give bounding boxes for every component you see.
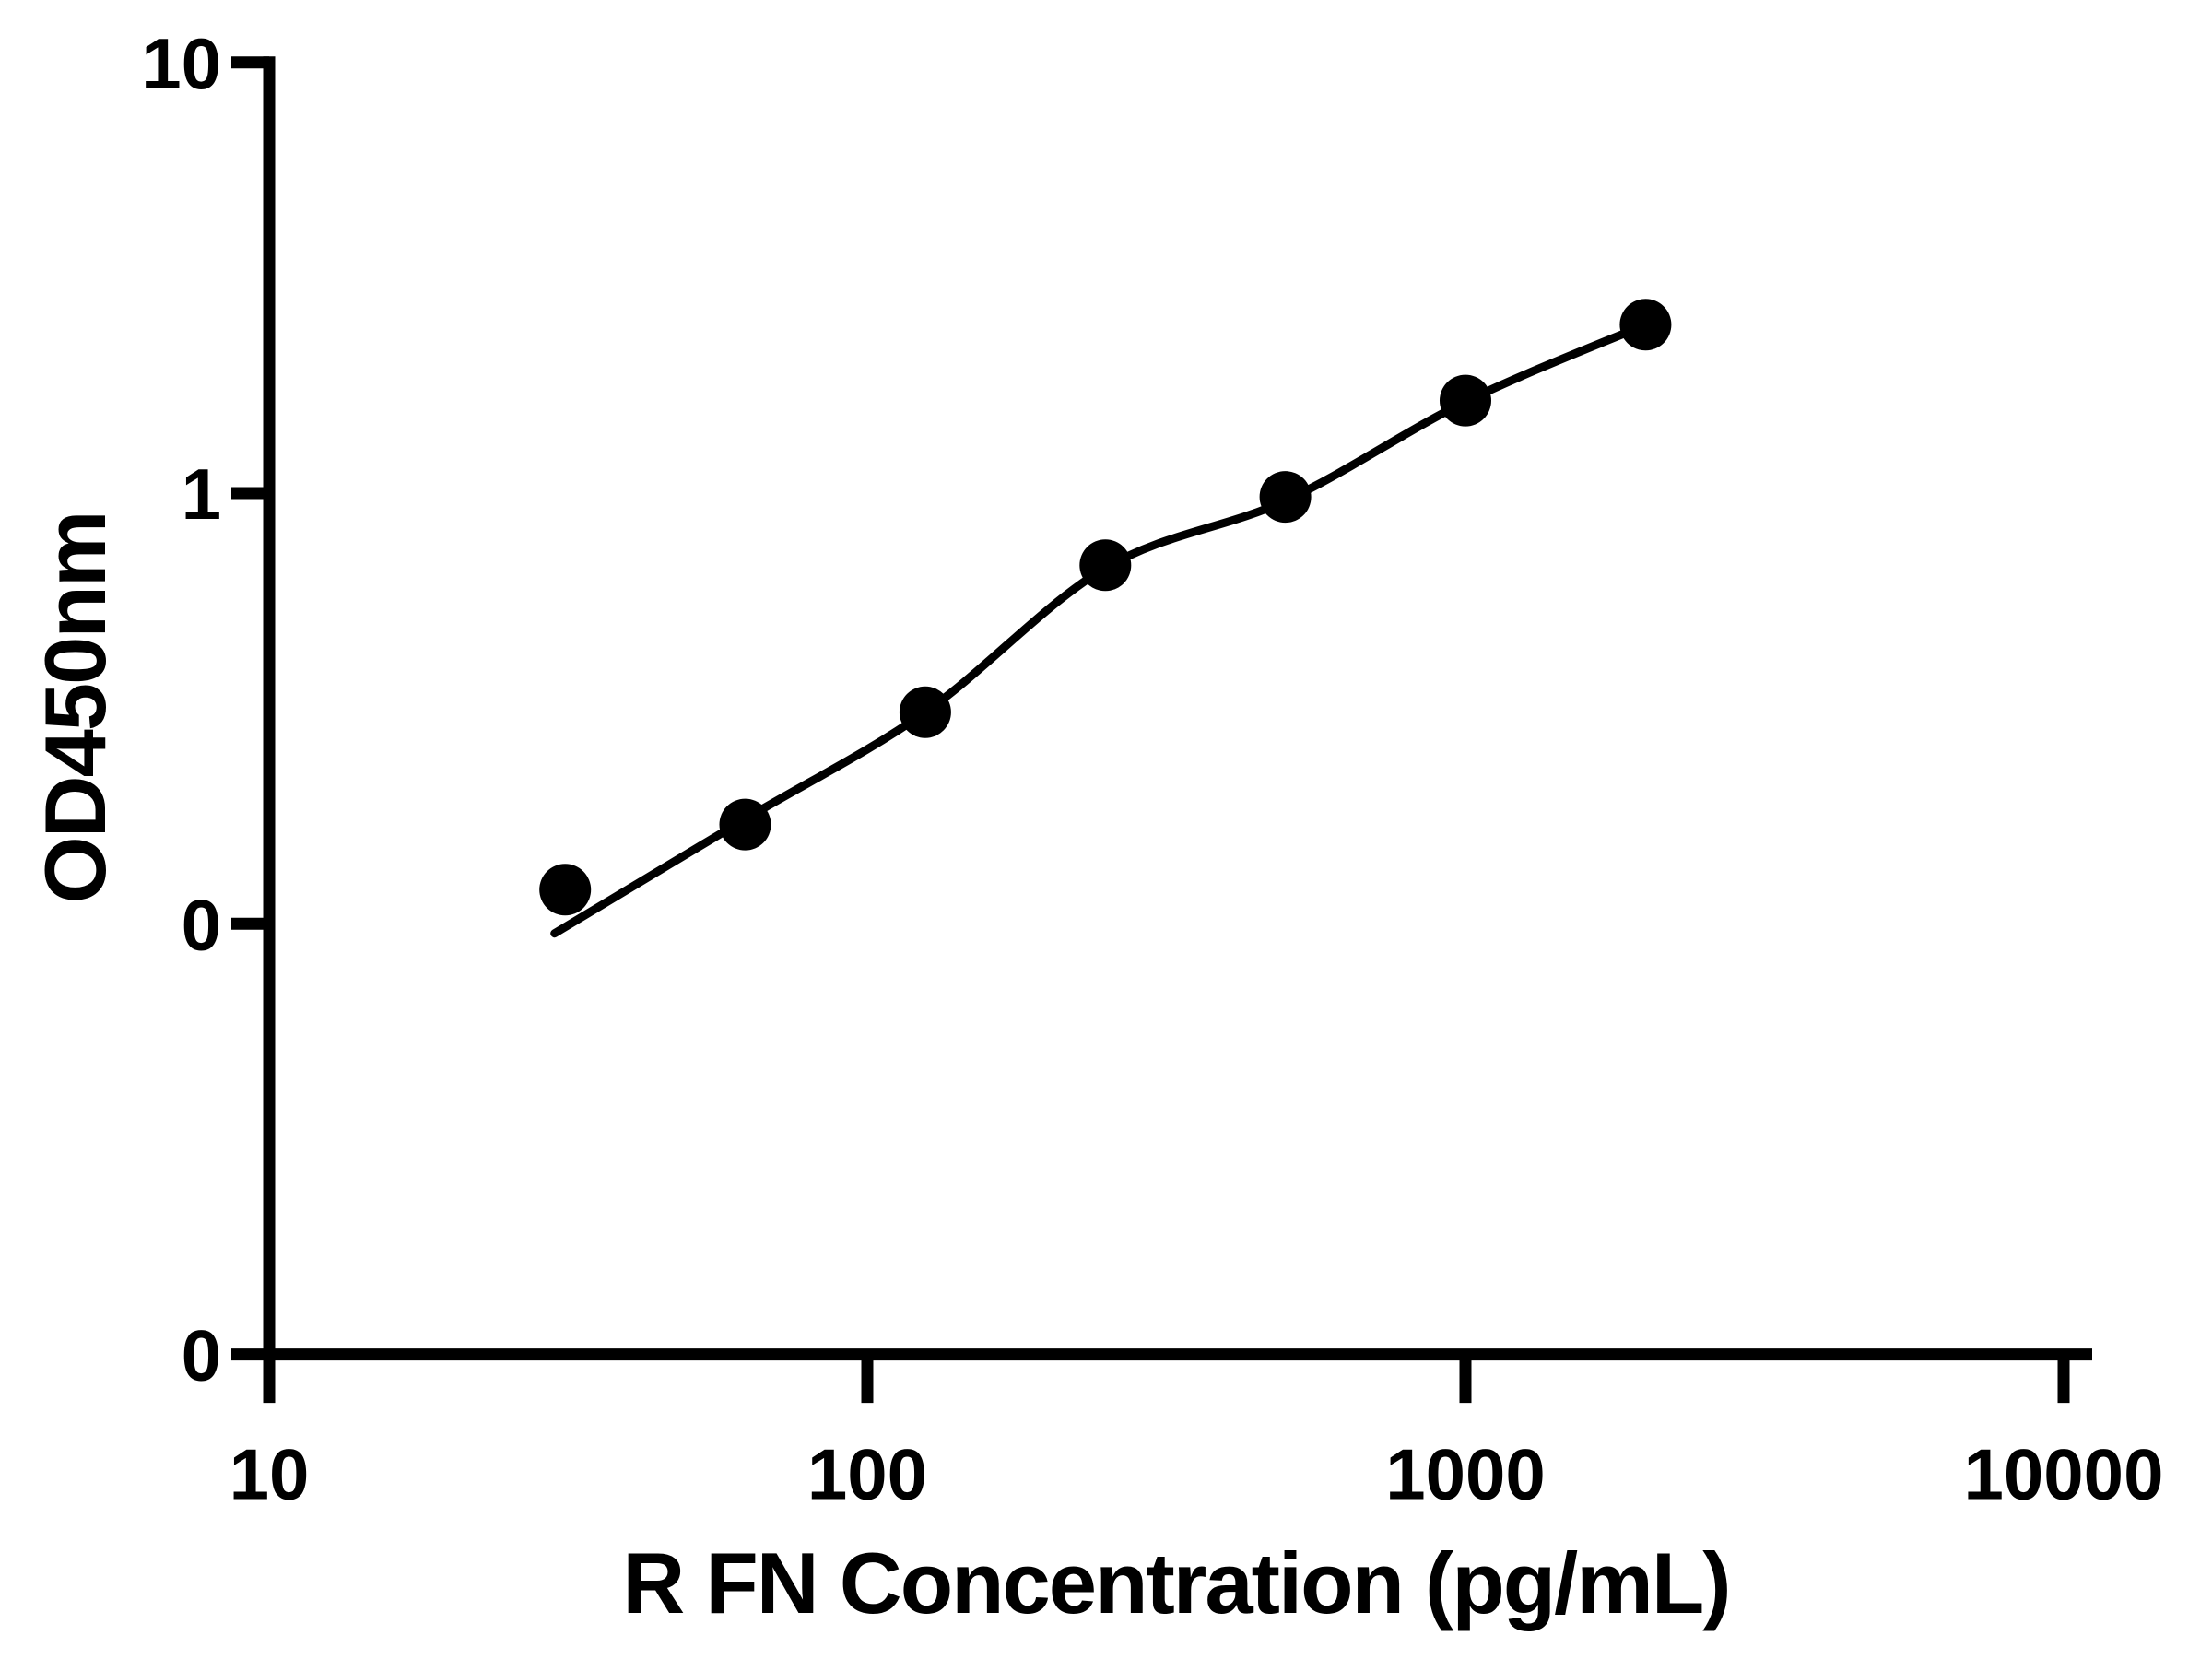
data-point bbox=[1440, 374, 1491, 427]
y-tick-label: 0 bbox=[182, 884, 221, 965]
x-tick-label: 1000 bbox=[1385, 1434, 1546, 1515]
y-axis-title: OD450nm bbox=[27, 512, 124, 904]
data-point bbox=[1259, 471, 1312, 524]
x-tick-label: 100 bbox=[807, 1434, 927, 1515]
data-point bbox=[719, 798, 771, 851]
data-point bbox=[1619, 299, 1672, 351]
y-tick-label: 10 bbox=[141, 23, 221, 104]
x-axis-title: R FN Concentration (pg/mL) bbox=[622, 1535, 1731, 1631]
x-tick-label: 10 bbox=[229, 1434, 310, 1515]
y-tick-label: 0 bbox=[182, 1315, 221, 1396]
data-point bbox=[539, 864, 592, 916]
x-tick-label: 10000 bbox=[1964, 1434, 2164, 1515]
data-point bbox=[1079, 539, 1132, 592]
y-tick-label: 1 bbox=[182, 453, 221, 535]
data-point bbox=[899, 686, 951, 738]
